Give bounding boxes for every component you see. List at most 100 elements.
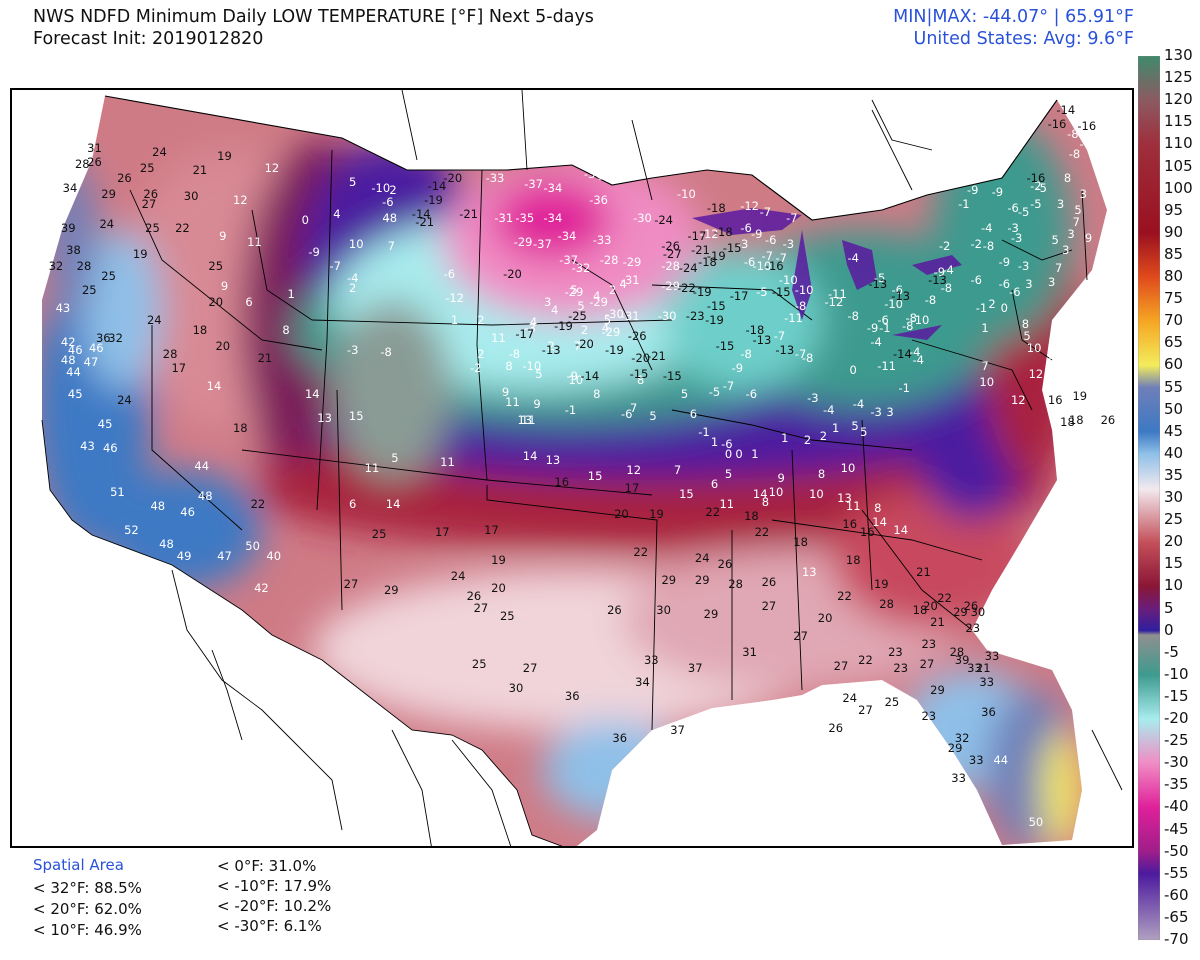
colorbar-tick-label: -45 bbox=[1164, 819, 1189, 838]
map-temperature-label: -15 bbox=[707, 299, 726, 313]
map-temperature-label: -6 bbox=[740, 221, 751, 235]
map-temperature-label: 2 bbox=[988, 297, 995, 311]
map-temperature-label: -18 bbox=[746, 323, 765, 337]
map-temperature-label: 27 bbox=[474, 601, 489, 615]
map-temperature-label: 7 bbox=[388, 239, 395, 253]
map-temperature-label: -8 bbox=[802, 351, 813, 365]
map-temperature-label: 27 bbox=[762, 599, 777, 613]
map-temperature-label: -1 bbox=[565, 403, 576, 417]
map-temperature-label: 43 bbox=[80, 439, 95, 453]
map-temperature-label: 4 bbox=[620, 277, 627, 291]
map-temperature-label: 4 bbox=[593, 289, 600, 303]
map-temperature-label: 5 bbox=[570, 283, 577, 297]
map-temperature-label: 26 bbox=[143, 187, 158, 201]
temperature-field bbox=[42, 96, 1107, 846]
map-temperature-label: -9 bbox=[967, 183, 978, 197]
map-temperature-label: -3 bbox=[870, 405, 881, 419]
map-temperature-label: 34 bbox=[635, 675, 650, 689]
map-temperature-label: 44 bbox=[194, 459, 209, 473]
map-temperature-label: 5 bbox=[851, 419, 858, 433]
map-temperature-label: 7 bbox=[981, 359, 988, 373]
map-temperature-label: -7 bbox=[761, 249, 772, 263]
map-temperature-label: -21 bbox=[459, 207, 478, 221]
map-temperature-label: -10 bbox=[795, 283, 814, 297]
map-temperature-label: -2 bbox=[970, 237, 981, 251]
map-temperature-label: 1 bbox=[981, 321, 988, 335]
map-temperature-label: 8 bbox=[1057, 331, 1064, 345]
map-temperature-label: -8 bbox=[905, 311, 916, 325]
map-temperature-label: -29 bbox=[589, 295, 608, 309]
map-temperature-label: -13 bbox=[775, 343, 794, 357]
map-temperature-label: -4 bbox=[912, 353, 923, 367]
map-temperature-label: 18 bbox=[913, 603, 928, 617]
map-temperature-label: -17 bbox=[688, 229, 707, 243]
map-temperature-label: -6 bbox=[877, 313, 888, 327]
map-temperature-label: 30 bbox=[509, 681, 524, 695]
map-temperature-label: -4 bbox=[981, 221, 992, 235]
map-temperature-label: 30 bbox=[184, 189, 199, 203]
colorbar-tick-label: 55 bbox=[1164, 377, 1184, 396]
map-temperature-label: 6 bbox=[245, 295, 252, 309]
map-temperature-label: 2 bbox=[389, 183, 396, 197]
map-temperature-label: 23 bbox=[921, 709, 936, 723]
boundaries bbox=[41, 90, 1123, 846]
map-temperature-label: 13 bbox=[317, 411, 332, 425]
map-temperature-label: 0 bbox=[302, 213, 309, 227]
map-temperature-label: 45 bbox=[98, 417, 113, 431]
map-temperature-label: 24 bbox=[695, 551, 710, 565]
map-temperature-label: -4 bbox=[347, 271, 358, 285]
map-temperature-label: 52 bbox=[124, 523, 139, 537]
map-temperature-label: 28 bbox=[728, 577, 743, 591]
map-temperature-label: 29 bbox=[704, 607, 719, 621]
map-temperature-label: 9 bbox=[221, 279, 228, 293]
map-temperature-label: -10 bbox=[884, 297, 903, 311]
map-temperature-label: -7 bbox=[329, 259, 340, 273]
map-temperature-label: -36 bbox=[589, 193, 608, 207]
map-temperature-label: 8 bbox=[818, 467, 825, 481]
map-temperature-label: -19 bbox=[554, 319, 573, 333]
map-temperature-label: -1 bbox=[958, 197, 969, 211]
map-temperature-label: -5 bbox=[1030, 197, 1041, 211]
map-temperature-label: 7 bbox=[574, 339, 581, 353]
map-temperature-label: -4 bbox=[909, 345, 920, 359]
map-temperature-label: -2 bbox=[470, 361, 481, 375]
map-temperature-label: -2 bbox=[1030, 179, 1041, 193]
map-temperature-label: -6 bbox=[1007, 201, 1018, 215]
map-temperature-label: 8 bbox=[1022, 317, 1029, 331]
map-temperature-label: -13 bbox=[753, 333, 772, 347]
map-temperature-label: 8 bbox=[505, 359, 512, 373]
map-temperature-label: -3 bbox=[807, 391, 818, 405]
map-temperature-label: 13 bbox=[837, 491, 852, 505]
map-temperature-label: -26 bbox=[661, 239, 680, 253]
map-temperature-label: 22 bbox=[858, 653, 873, 667]
map-temperature-label: -9 bbox=[934, 265, 945, 279]
map-temperature-label: -25 bbox=[568, 309, 587, 323]
map-temperature-label: 34 bbox=[63, 181, 78, 195]
map-temperature-label: -16 bbox=[1048, 117, 1067, 131]
map-temperature-label: 14 bbox=[305, 387, 320, 401]
map-temperature-label: -7 bbox=[775, 251, 786, 265]
map-temperature-label: 12 bbox=[265, 161, 280, 175]
map-temperature-label: 47 bbox=[217, 549, 232, 563]
map-temperature-label: -7 bbox=[786, 211, 797, 225]
map-temperature-label: 13 bbox=[1051, 365, 1066, 379]
map-temperature-label: -6 bbox=[746, 387, 757, 401]
map-temperature-label: -37 bbox=[559, 253, 578, 267]
map-temperature-label: -8 bbox=[1069, 147, 1080, 161]
map-temperature-label: -14 bbox=[893, 347, 912, 361]
colorbar-tick-label: 20 bbox=[1164, 532, 1184, 551]
map-temperature-label: 8 bbox=[593, 387, 600, 401]
map-temperature-label: 50 bbox=[1029, 815, 1044, 829]
map-temperature-label: -1 bbox=[976, 301, 987, 315]
map-temperature-label: -14 bbox=[428, 179, 447, 193]
stat-below-10: < 10°F: 46.9% bbox=[33, 921, 142, 939]
map-temperature-label: 4 bbox=[333, 207, 340, 221]
colorbar-tick-label: -40 bbox=[1164, 797, 1189, 816]
map-temperature-label: 39 bbox=[61, 221, 76, 235]
map-temperature-label: 25 bbox=[372, 527, 387, 541]
map-temperature-label: -9 bbox=[867, 321, 878, 335]
map-temperature-label: 36 bbox=[612, 731, 627, 745]
map-temperature-label: 11 bbox=[440, 455, 455, 469]
map-temperature-label: -16 bbox=[1077, 119, 1096, 133]
map-temperature-label: 21 bbox=[930, 615, 945, 629]
